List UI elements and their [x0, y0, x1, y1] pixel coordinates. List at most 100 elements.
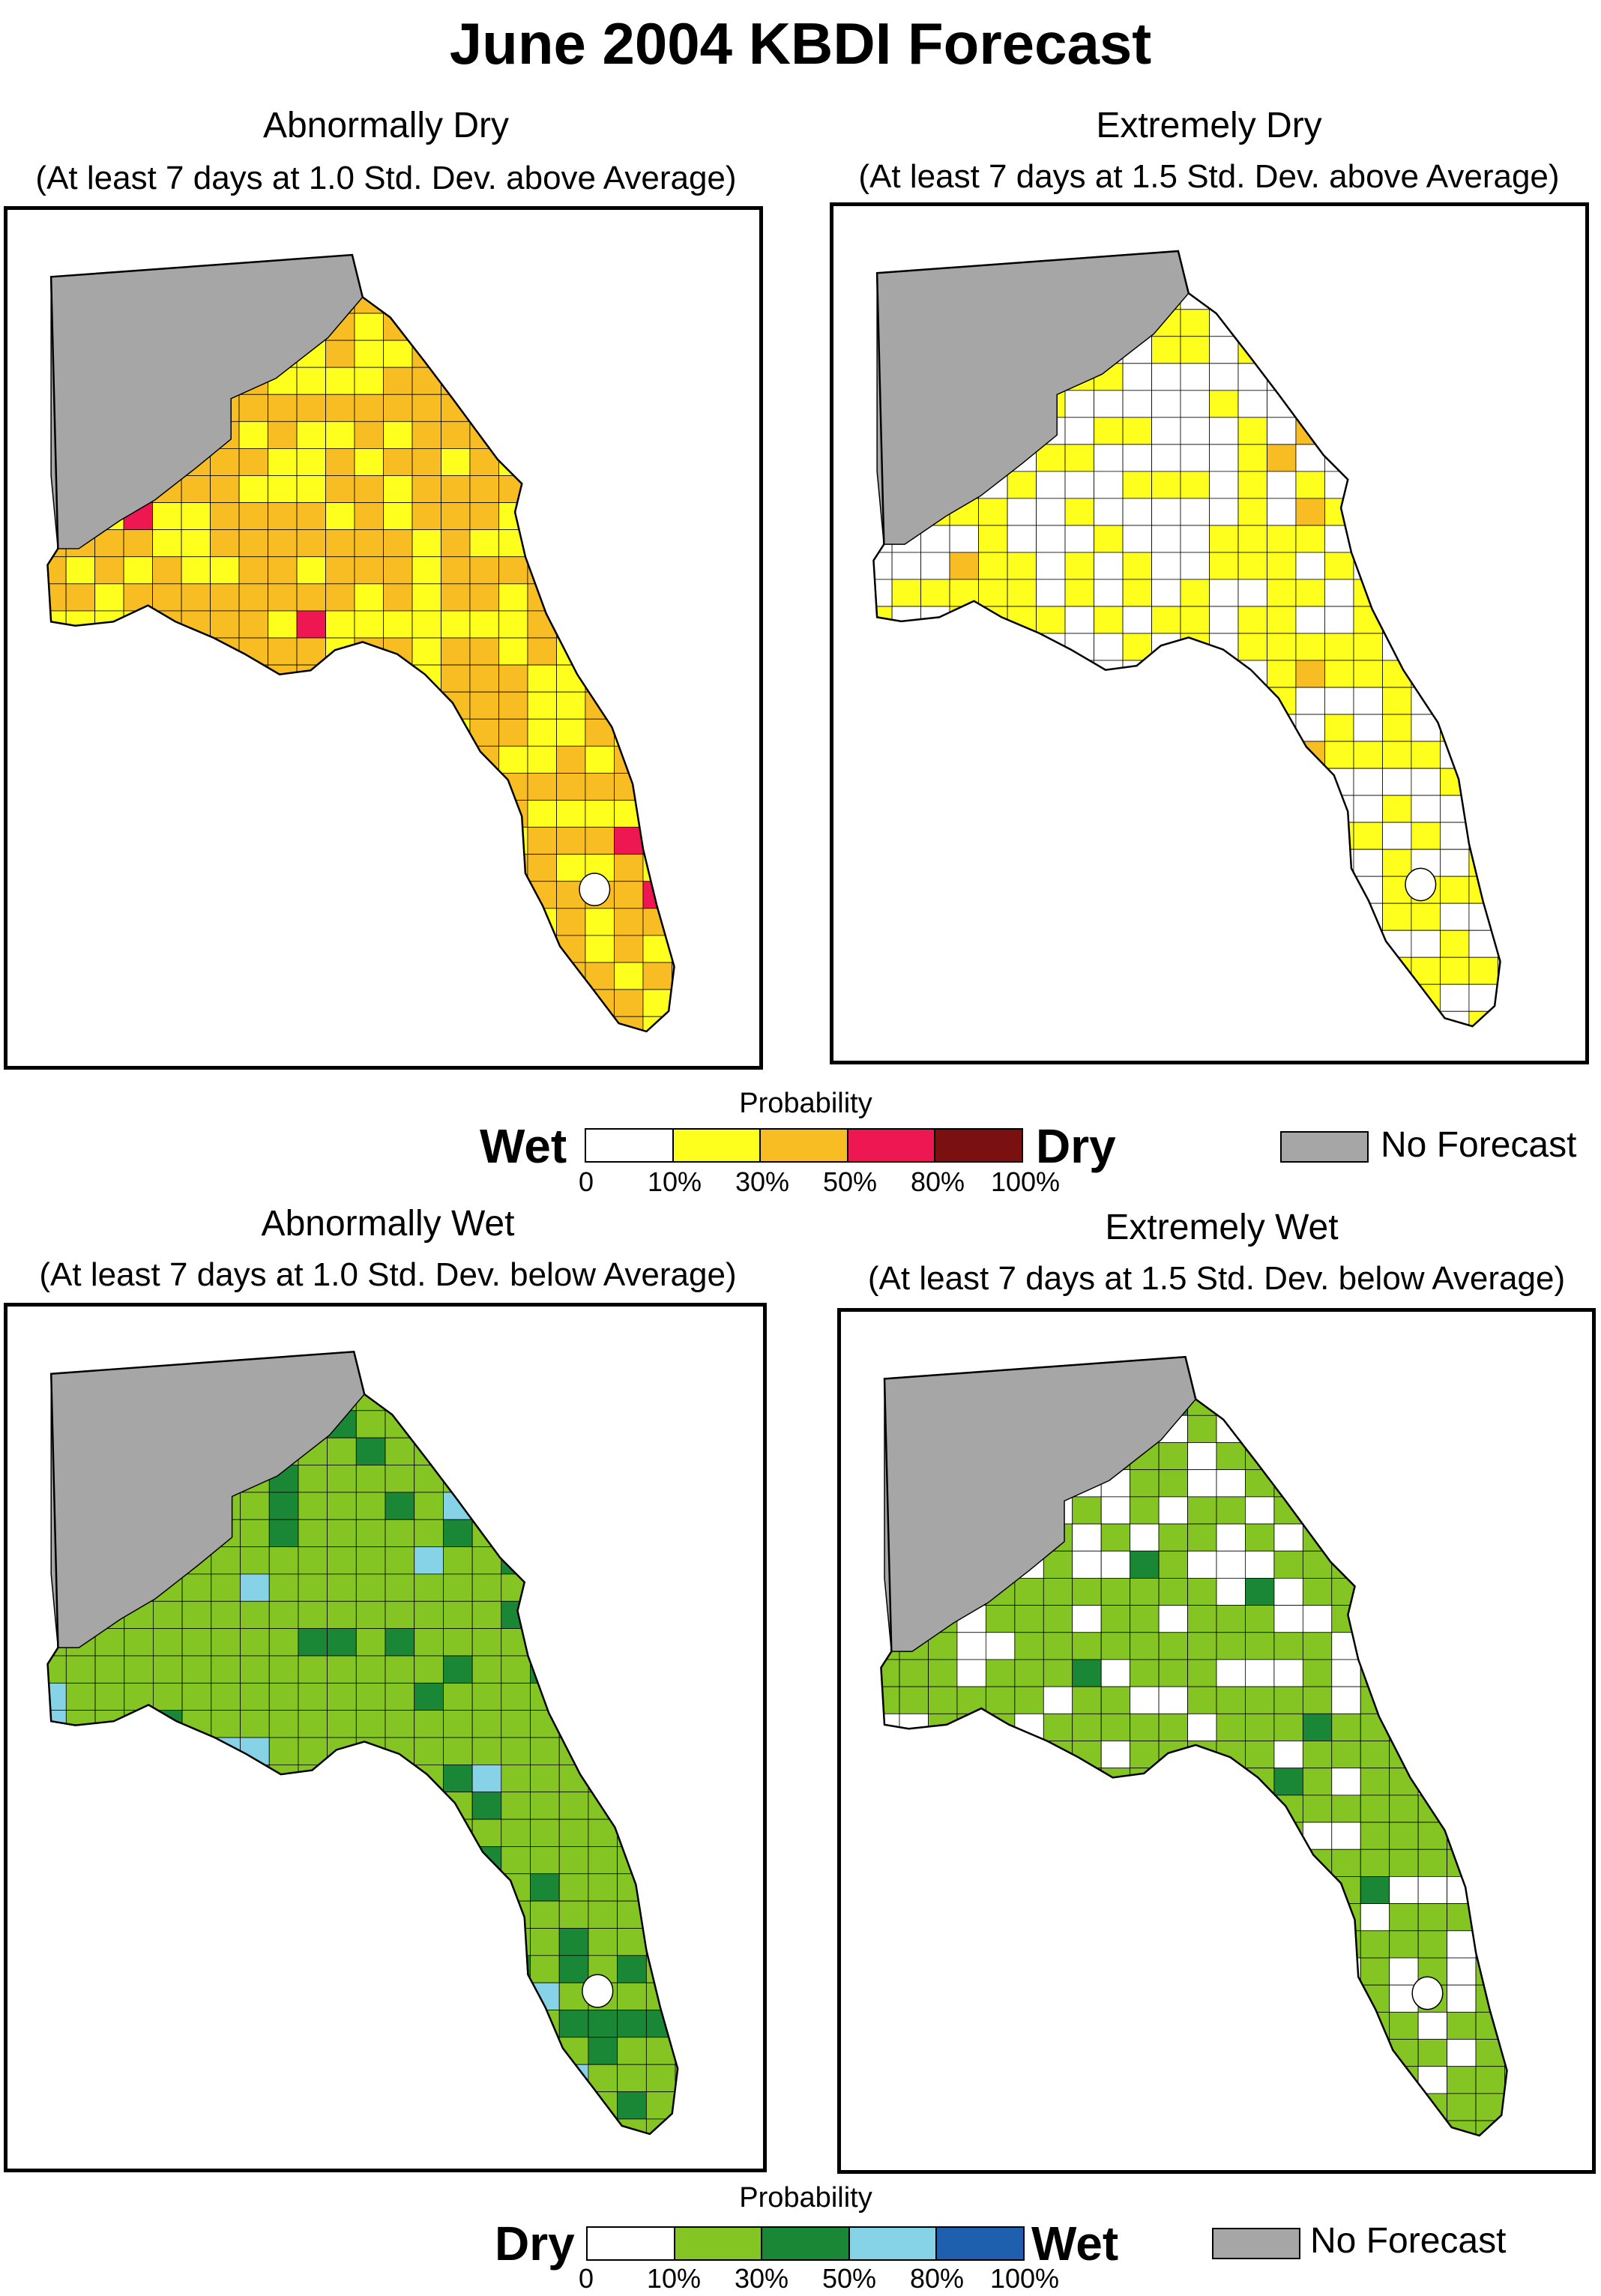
county-cell	[1534, 1524, 1562, 1551]
county-cell	[1151, 822, 1181, 850]
county-cell	[296, 745, 326, 774]
county-cell	[94, 2118, 125, 2134]
county-cell	[701, 989, 730, 1016]
county-cell	[1382, 471, 1412, 499]
county-cell	[1389, 1361, 1419, 1389]
county-cell	[1216, 1848, 1246, 1877]
county-cell	[1100, 1523, 1131, 1552]
county-cell	[501, 1846, 531, 1875]
county-cell	[298, 1873, 328, 1902]
county-cell	[1130, 1469, 1160, 1498]
county-cell	[530, 1519, 560, 1548]
county-cell	[498, 881, 528, 909]
county-cell	[268, 800, 298, 828]
county-cell	[1245, 2039, 1275, 2067]
county-cell	[1267, 741, 1297, 769]
county-cell	[1237, 956, 1267, 985]
county-cell	[1382, 255, 1412, 283]
county-cell	[1151, 849, 1181, 877]
county-cell	[355, 1519, 386, 1548]
county-cell	[642, 286, 672, 314]
county-cell	[1209, 822, 1239, 850]
county-cell	[1237, 250, 1267, 256]
county-cell	[588, 1383, 618, 1411]
county-cell	[385, 1682, 415, 1711]
county-cell	[1267, 1010, 1297, 1027]
county-cell	[899, 1903, 929, 1932]
county-cell	[672, 962, 675, 990]
county-cell	[1100, 1605, 1131, 1633]
county-cell	[978, 956, 1008, 985]
county-cell	[1237, 498, 1267, 526]
county-cell	[672, 908, 675, 936]
county-cell	[441, 502, 471, 531]
county-cell	[1130, 2093, 1160, 2121]
county-cell	[1440, 471, 1470, 499]
county-cell	[1007, 714, 1037, 742]
state-outline-extremely_dry	[872, 250, 1501, 1028]
county-cell	[1158, 1442, 1188, 1471]
county-cell	[238, 989, 268, 1017]
county-cell	[1440, 552, 1470, 580]
county-cell	[675, 1682, 678, 1711]
county-cell	[585, 313, 615, 341]
county-cell	[1216, 1357, 1246, 1362]
county-cell	[1417, 1605, 1447, 1633]
county-cell	[325, 475, 355, 503]
county-cell	[1064, 525, 1094, 553]
county-cell	[1245, 1357, 1275, 1362]
county-cell	[1273, 1577, 1303, 1606]
county-cell	[588, 1410, 618, 1438]
county-cell	[1209, 390, 1239, 418]
county-cell	[585, 556, 615, 585]
county-cell	[210, 664, 240, 693]
county-cell	[899, 2093, 929, 2121]
county-cell	[47, 1682, 67, 1711]
county-cell	[1245, 1741, 1275, 1769]
county-cell	[181, 556, 211, 585]
county-cell	[1504, 1876, 1507, 1905]
county-cell	[1036, 983, 1066, 1012]
county-cell	[1447, 1741, 1477, 1769]
county-cell	[1389, 2066, 1419, 2094]
county-cell	[1094, 849, 1124, 877]
county-cell	[1504, 1822, 1507, 1850]
county-cell	[1216, 1822, 1246, 1850]
county-cell	[1527, 849, 1556, 876]
county-cell	[1158, 2120, 1188, 2136]
county-cell	[1209, 250, 1239, 256]
county-cell	[675, 1737, 678, 1765]
county-cell	[1267, 768, 1297, 796]
county-cell	[65, 718, 96, 747]
county-cell	[1245, 1523, 1275, 1552]
county-cell	[1122, 444, 1152, 472]
county-cell	[1237, 929, 1267, 958]
county-cell	[956, 2093, 986, 2121]
county-cell	[1273, 1984, 1303, 2013]
county-cell	[1353, 579, 1383, 607]
county-cell	[701, 1016, 730, 1043]
county-cell	[585, 255, 615, 260]
legend-dry-tick-0: 0	[578, 1166, 594, 1197]
county-cell	[949, 983, 979, 1012]
county-cell	[498, 313, 528, 341]
county-cell	[210, 854, 240, 882]
county-cell	[1440, 929, 1470, 958]
county-cell	[1447, 2011, 1477, 2040]
county-cell	[327, 1819, 357, 1847]
county-cell	[1122, 876, 1152, 904]
county-cell	[675, 1792, 678, 1820]
county-cell	[701, 475, 730, 502]
county-cell	[1237, 795, 1267, 823]
county-cell	[1072, 2011, 1102, 2040]
county-cell	[471, 1383, 502, 1411]
county-cell	[527, 773, 557, 801]
county-cell	[498, 259, 528, 287]
county-cell	[1295, 363, 1325, 391]
county-cell	[354, 935, 384, 963]
county-cell	[181, 989, 211, 1017]
county-cell	[471, 1655, 502, 1684]
county-cell	[94, 2064, 125, 2092]
county-cell	[1007, 983, 1037, 1012]
county-cell	[1043, 1659, 1073, 1687]
